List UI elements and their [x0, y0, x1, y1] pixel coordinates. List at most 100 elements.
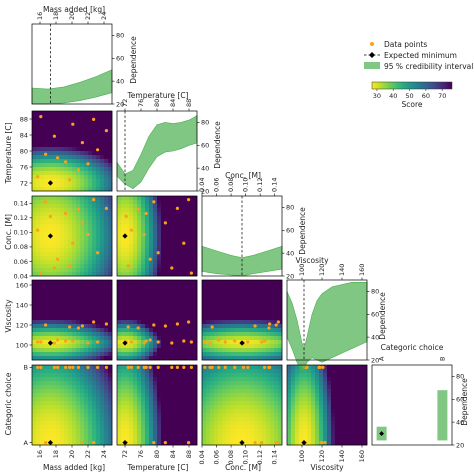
- x-tick-label: 0.06: [213, 450, 221, 464]
- expected-minimum-marker: [47, 340, 53, 346]
- x-tick-label: 18: [52, 450, 60, 458]
- data-point: [104, 365, 108, 369]
- data-point: [163, 324, 167, 328]
- y-tick-label: 80: [20, 147, 28, 155]
- data-point: [44, 200, 48, 204]
- contour-panel-cat-vs-mass: [32, 365, 113, 446]
- legend: Data points Expected minimum 95 % credib…: [364, 40, 473, 71]
- data-point: [86, 341, 90, 345]
- data-point: [182, 241, 186, 245]
- legend-band-swatch: [364, 62, 380, 69]
- colorbar-ticks: 30 40 50 60 70: [373, 89, 446, 100]
- contour-maps: [32, 111, 368, 446]
- top-tick-label: 22: [84, 12, 92, 20]
- dep-tick-label: 60: [201, 142, 209, 150]
- data-point: [71, 122, 75, 126]
- x-tick-label: 22: [84, 450, 92, 458]
- data-point: [52, 365, 57, 369]
- dep-tick-label: 60: [456, 396, 464, 404]
- data-point: [274, 323, 278, 327]
- data-point: [80, 221, 84, 225]
- data-point: [210, 325, 214, 329]
- data-point: [175, 365, 179, 369]
- data-point: [260, 441, 264, 445]
- ylabel-cat: Categoric choice: [4, 372, 13, 435]
- data-point: [71, 365, 75, 369]
- x-tick-label: 16: [36, 450, 44, 458]
- data-point: [189, 340, 193, 344]
- data-point: [76, 168, 80, 172]
- dep-tick-label: 60: [371, 311, 379, 319]
- data-point: [56, 156, 60, 160]
- data-point: [189, 271, 193, 275]
- dependence-panels: [31, 24, 448, 441]
- y-tick-label: 88: [20, 115, 28, 123]
- data-point: [71, 241, 75, 245]
- data-point: [187, 320, 191, 324]
- panel-frame: [286, 364, 368, 446]
- top-tick-label: 0.04: [198, 178, 206, 192]
- legend-expected-minimum: Expected minimum: [384, 51, 457, 60]
- y-tick-label: 72: [20, 179, 28, 187]
- expected-minimum-marker: [122, 233, 128, 239]
- data-point: [68, 264, 72, 268]
- panel-frame: [201, 279, 283, 361]
- data-point: [175, 322, 179, 326]
- x-tick-label: 76: [137, 450, 145, 458]
- data-point: [262, 339, 267, 343]
- data-point: [36, 365, 40, 369]
- panel-frame: [31, 195, 113, 277]
- expected-minimum-marker: [122, 440, 128, 446]
- data-point: [68, 178, 72, 182]
- dep-label-visc: Dependence: [378, 292, 387, 340]
- top-tick-label: 0.10: [242, 178, 250, 192]
- data-point: [129, 365, 133, 369]
- data-point: [96, 365, 100, 369]
- ylabel-temp: Temperature [C]: [4, 122, 13, 184]
- credibility-band: [286, 282, 368, 372]
- dependence-panel-mass: [31, 24, 113, 105]
- data-point: [317, 365, 321, 369]
- data-point: [104, 206, 108, 210]
- x-tick-label: 24: [100, 450, 108, 458]
- data-point: [44, 152, 48, 156]
- data-point: [260, 340, 264, 344]
- dep-label-mass: Dependence: [129, 36, 138, 84]
- expected-minimum-marker: [239, 440, 245, 446]
- ylabel-conc: Conc. [M]: [4, 214, 13, 250]
- y-tick-label: 0.08: [14, 243, 28, 251]
- data-point: [68, 325, 72, 329]
- dep-tick-label: 80: [201, 119, 209, 127]
- panel-frame: [116, 195, 198, 277]
- dep-tick-label: 80: [286, 204, 294, 212]
- data-point: [163, 221, 167, 225]
- data-point: [86, 232, 90, 237]
- credibility-band: [116, 115, 198, 190]
- expected-minimum-marker: [47, 233, 53, 239]
- colorbar: 30 40 50 60 70 Score: [371, 81, 453, 109]
- dep-label-conc: Dependence: [298, 207, 307, 255]
- panel-frame: [286, 279, 368, 361]
- xlabel-conc: Conc. [M]: [225, 463, 261, 472]
- expected-minimum-marker: [301, 440, 307, 446]
- data-point: [170, 266, 174, 270]
- xlabel-temp: Temperature [C]: [127, 463, 189, 472]
- x-tick-label: 80: [153, 450, 161, 458]
- data-point: [148, 338, 152, 342]
- colorbar-tick-label: 30: [373, 92, 381, 100]
- colorbar-label: Score: [401, 100, 422, 109]
- diag-title-temp: Temperature [C]: [127, 91, 189, 100]
- colorbar-gradient: [371, 81, 453, 90]
- y-tick-label: B: [24, 364, 28, 372]
- data-point: [323, 441, 327, 445]
- data-point: [276, 441, 280, 445]
- data-point: [187, 441, 191, 445]
- data-point: [182, 365, 186, 369]
- data-point: [233, 339, 237, 343]
- y-tick-label: 140: [16, 301, 28, 309]
- data-point: [189, 365, 193, 369]
- data-point: [39, 115, 43, 119]
- x-tick-label: 0.12: [256, 450, 264, 464]
- dep-tick-label: 20: [116, 100, 124, 108]
- top-tick-label: 0.14: [271, 178, 279, 192]
